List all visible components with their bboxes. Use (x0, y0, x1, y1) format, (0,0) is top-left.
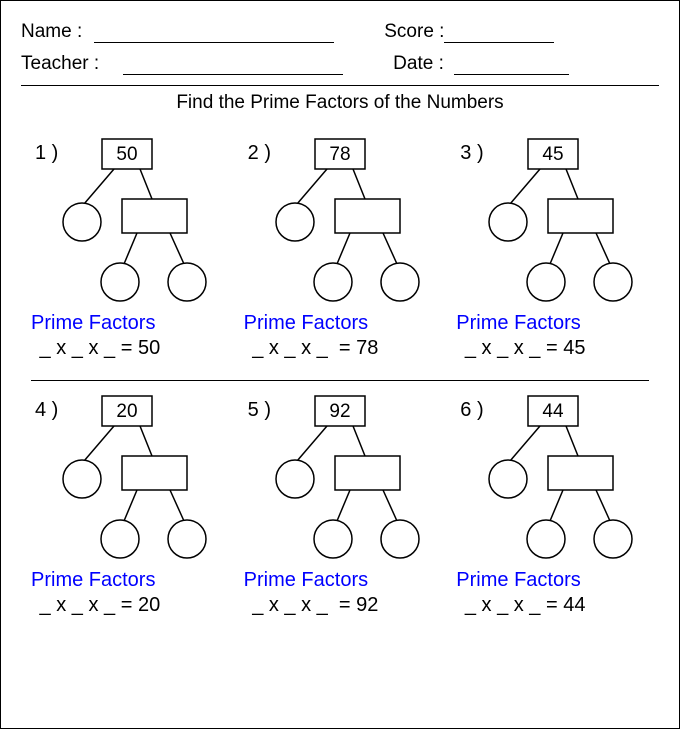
header-divider (21, 85, 659, 86)
problem-number: 4 ) (35, 399, 58, 422)
prime-factors-label: Prime Factors (31, 569, 229, 592)
problem-1: 1 ) 50 Prime Factors _ x _ x _ = 50 (21, 124, 234, 380)
root-value: 92 (329, 401, 350, 422)
prime-factors-equation: _ x _ x _ = 92 (247, 594, 442, 617)
problem-number: 2 ) (248, 142, 271, 165)
teacher-blank (123, 57, 343, 75)
problem-5: 5 ) 92 Prime Factors _ x _ x _ = 92 (234, 381, 447, 637)
tree-svg: 50 (42, 134, 212, 304)
problem-2: 2 ) 78 Prime Factors _ x _ x _ = 78 (234, 124, 447, 380)
problem-number: 5 ) (248, 399, 271, 422)
problem-number: 1 ) (35, 142, 58, 165)
teacher-label: Teacher : (21, 53, 99, 75)
date-blank (454, 57, 569, 75)
score-blank (444, 25, 554, 43)
tree-svg: 92 (255, 391, 425, 561)
score-label: Score : (384, 21, 444, 43)
prime-factors-equation: _ x _ x _ = 78 (247, 337, 442, 360)
header-row-1: Name : Score : (21, 21, 659, 43)
date-label: Date : (393, 53, 444, 75)
tree-svg: 44 (468, 391, 638, 561)
prime-factors-equation: _ x _ x _ = 44 (459, 594, 654, 617)
prime-factors-equation: _ x _ x _ = 50 (34, 337, 229, 360)
problem-number: 3 ) (460, 142, 483, 165)
problem-3: 3 ) 45 Prime Factors _ x _ x _ = 45 (446, 124, 659, 380)
root-value: 20 (117, 401, 138, 422)
tree-svg: 78 (255, 134, 425, 304)
tree-svg: 45 (468, 134, 638, 304)
prime-factors-label: Prime Factors (244, 312, 442, 335)
name-blank (94, 25, 334, 43)
prime-factors-label: Prime Factors (456, 569, 654, 592)
problems-grid: 1 ) 50 Prime Factors _ x _ x _ = 50 2 ) (21, 124, 659, 637)
prime-factors-label: Prime Factors (244, 569, 442, 592)
prime-factors-equation: _ x _ x _ = 45 (459, 337, 654, 360)
problem-number: 6 ) (460, 399, 483, 422)
root-value: 50 (117, 144, 138, 165)
problem-6: 6 ) 44 Prime Factors _ x _ x _ = 44 (446, 381, 659, 637)
name-label: Name : (21, 21, 82, 43)
header-row-2: Teacher : Date : (21, 53, 659, 75)
tree-svg: 20 (42, 391, 212, 561)
prime-factors-label: Prime Factors (31, 312, 229, 335)
root-value: 78 (329, 144, 350, 165)
instruction-text: Find the Prime Factors of the Numbers (21, 92, 659, 114)
root-value: 44 (542, 401, 564, 422)
problem-4: 4 ) 20 Prime Factors _ x _ x _ = 20 (21, 381, 234, 637)
prime-factors-label: Prime Factors (456, 312, 654, 335)
root-value: 45 (542, 144, 563, 165)
prime-factors-equation: _ x _ x _ = 20 (34, 594, 229, 617)
